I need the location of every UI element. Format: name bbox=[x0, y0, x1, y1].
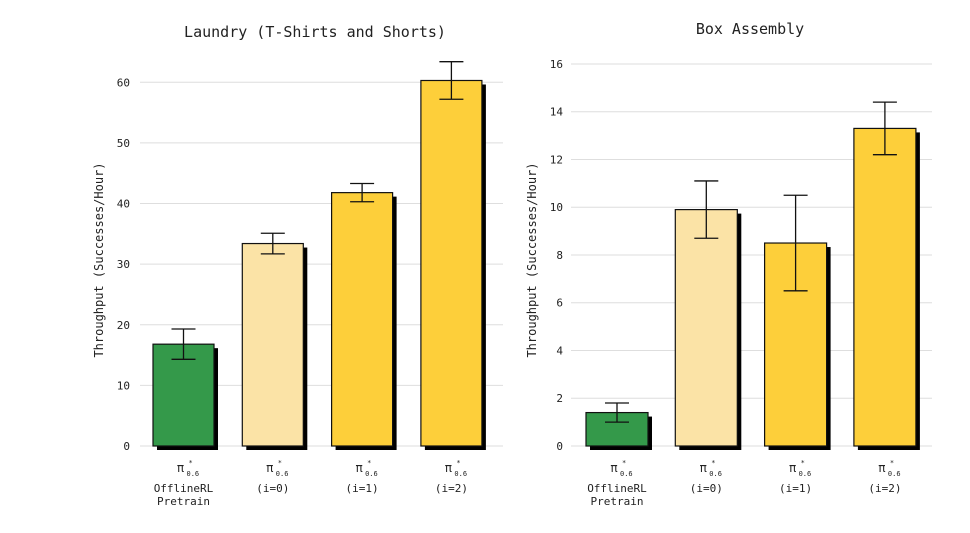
policy-superscript: * bbox=[711, 459, 715, 467]
policy-superscript: * bbox=[890, 459, 894, 467]
x-tick-caption: (i=1) bbox=[779, 482, 812, 495]
policy-subscript: 0.6 bbox=[709, 470, 722, 478]
policy-superscript: * bbox=[367, 459, 371, 467]
x-tick-caption: (i=2) bbox=[435, 482, 468, 495]
x-tick-caption: (i=2) bbox=[868, 482, 901, 495]
y-axis-label: Throughput (Successes/Hour) bbox=[92, 162, 106, 357]
policy-subscript: 0.6 bbox=[888, 470, 901, 478]
bar bbox=[420, 79, 483, 447]
x-tick-caption: Pretrain bbox=[591, 495, 644, 508]
y-tick-label: 50 bbox=[117, 137, 130, 150]
x-tick-label: π * 0.6 (i=2) bbox=[435, 459, 468, 495]
y-axis-label: Throughput (Successes/Hour) bbox=[525, 162, 539, 357]
error-bar bbox=[694, 180, 719, 239]
policy-subscript: 0.6 bbox=[276, 470, 289, 478]
chart-title: Box Assembly bbox=[696, 20, 804, 38]
policy-symbol: π bbox=[700, 461, 707, 475]
bar bbox=[674, 209, 738, 447]
policy-symbol: π bbox=[789, 461, 796, 475]
y-tick-label: 20 bbox=[117, 319, 130, 332]
x-tick-caption: Pretrain bbox=[157, 495, 210, 508]
policy-symbol: π bbox=[355, 461, 362, 475]
error-bar bbox=[872, 101, 897, 156]
error-bar bbox=[605, 402, 629, 423]
y-tick-label: 16 bbox=[550, 58, 563, 71]
policy-superscript: * bbox=[622, 459, 626, 467]
policy-symbol: π bbox=[177, 461, 184, 475]
y-tick-label: 8 bbox=[556, 249, 563, 262]
error-bar bbox=[260, 232, 285, 255]
x-tick-label: π * 0.6 (i=1) bbox=[779, 459, 812, 495]
x-tick-label: π * 0.6 (i=0) bbox=[256, 459, 289, 495]
y-tick-label: 10 bbox=[550, 201, 563, 214]
error-bar bbox=[171, 328, 196, 360]
bar bbox=[241, 242, 304, 447]
policy-symbol: π bbox=[445, 461, 452, 475]
y-tick-label: 30 bbox=[117, 258, 130, 271]
y-tick-label: 40 bbox=[117, 198, 130, 211]
policy-superscript: * bbox=[801, 459, 805, 467]
policy-symbol: π bbox=[610, 461, 617, 475]
y-tick-label: 6 bbox=[556, 297, 563, 310]
policy-subscript: 0.6 bbox=[454, 470, 467, 478]
y-tick-label: 10 bbox=[117, 379, 130, 392]
y-tick-label: 12 bbox=[550, 153, 563, 166]
policy-subscript: 0.6 bbox=[187, 470, 200, 478]
policy-superscript: * bbox=[278, 459, 282, 467]
chart-title: Laundry (T-Shirts and Shorts) bbox=[184, 23, 446, 41]
x-tick-caption: (i=1) bbox=[346, 482, 379, 495]
x-tick-label: π * 0.6 (i=0) bbox=[690, 459, 723, 495]
bar bbox=[331, 192, 394, 447]
x-tick-label: π * 0.6 (i=2) bbox=[868, 459, 901, 495]
policy-subscript: 0.6 bbox=[365, 470, 378, 478]
y-tick-label: 60 bbox=[117, 76, 130, 89]
error-bar bbox=[783, 194, 808, 292]
error-bar bbox=[439, 61, 464, 100]
y-tick-label: 4 bbox=[556, 344, 563, 357]
chart-panel-1: Laundry (T-Shirts and Shorts) Throughput … bbox=[92, 23, 503, 508]
policy-symbol: π bbox=[266, 461, 273, 475]
chart-panel-2: Box Assembly Throughput (Successes/Hour) 0… bbox=[525, 20, 932, 508]
policy-subscript: 0.6 bbox=[620, 470, 633, 478]
y-tick-label: 0 bbox=[556, 440, 563, 453]
y-tick-label: 0 bbox=[123, 440, 130, 453]
x-tick-caption: (i=0) bbox=[690, 482, 723, 495]
x-tick-label: π * 0.6 (i=1) bbox=[346, 459, 379, 495]
policy-subscript: 0.6 bbox=[799, 470, 812, 478]
bar bbox=[853, 127, 917, 447]
y-tick-label: 2 bbox=[556, 392, 563, 405]
policy-superscript: * bbox=[189, 459, 193, 467]
x-tick-caption: OfflineRL bbox=[587, 482, 647, 495]
policy-superscript: * bbox=[456, 459, 460, 467]
error-bar bbox=[350, 182, 375, 203]
x-tick-caption: OfflineRL bbox=[154, 482, 214, 495]
y-tick-label: 14 bbox=[550, 106, 564, 119]
x-tick-caption: (i=0) bbox=[256, 482, 289, 495]
policy-symbol: π bbox=[878, 461, 885, 475]
